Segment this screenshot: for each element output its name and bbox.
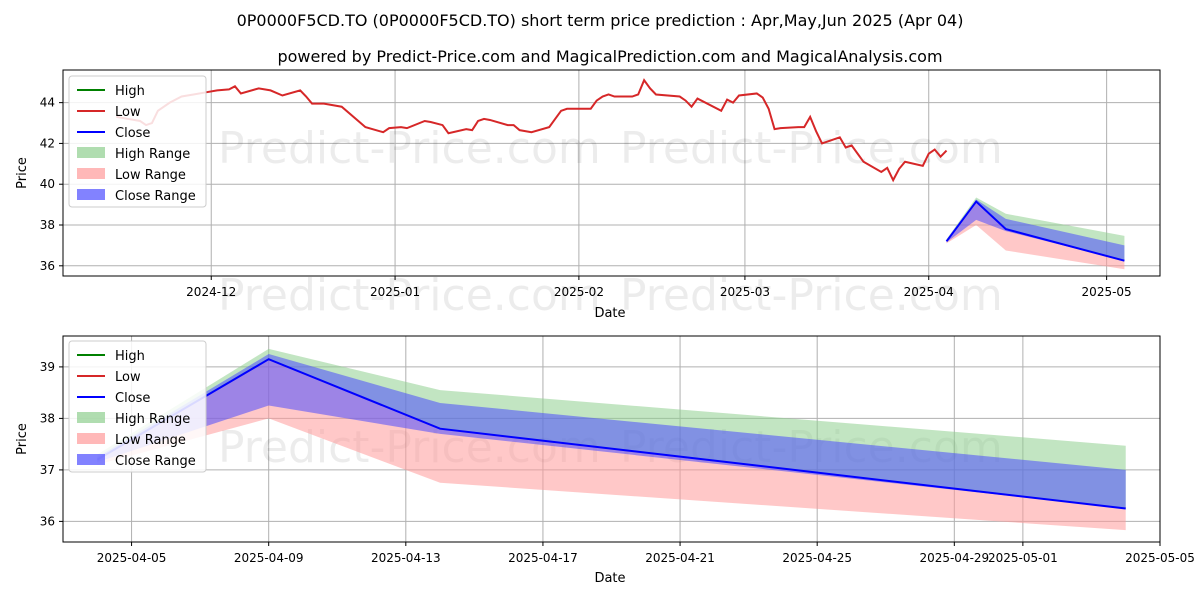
close-range-band <box>97 354 1126 509</box>
legend-close-range-swatch <box>77 454 105 465</box>
x-tick-label: 2025-02 <box>554 285 604 299</box>
overview-plot-frame <box>62 69 1161 277</box>
x-tick-label: 2025-04 <box>904 285 954 299</box>
x-tick-label: 2025-05-01 <box>988 551 1058 565</box>
legend-close-range-label: Close Range <box>115 454 196 469</box>
x-tick-label: 2025-01 <box>370 285 420 299</box>
legend-close-range-swatch <box>77 189 105 200</box>
y-tick-label: 44 <box>40 96 55 110</box>
legend-close-range-label: Close Range <box>115 189 196 204</box>
overview-x-axis-label: Date <box>594 306 625 321</box>
legend-low-range-swatch <box>77 168 105 179</box>
legend-close-label: Close <box>115 391 150 406</box>
y-tick-label: 42 <box>40 136 55 150</box>
legend-high-label: High <box>115 84 145 99</box>
legend-low-label: Low <box>115 105 141 120</box>
legend-close-label: Close <box>115 126 150 141</box>
legend-high-range-swatch <box>77 147 105 158</box>
chart-title: 0P0000F5CD.TO (0P0000F5CD.TO) short term… <box>237 11 964 30</box>
legend-high-range-swatch <box>77 412 105 423</box>
x-tick-label: 2024-12 <box>186 285 236 299</box>
history-low-line <box>116 78 948 183</box>
watermark-text: Predict-Price.com <box>218 123 601 174</box>
forecast-range-bands <box>97 348 1126 531</box>
y-tick-label: 38 <box>40 218 55 232</box>
y-tick-label: 38 <box>40 411 55 425</box>
overview-grid <box>63 70 1160 276</box>
x-tick-label: 2025-04-29 <box>919 551 989 565</box>
legend-low-range-swatch <box>77 433 105 444</box>
overview-lines <box>116 78 1125 262</box>
legend-high-range-label: High Range <box>115 412 190 427</box>
legend-high-label: High <box>115 349 145 364</box>
overview-range-bands <box>946 197 1125 270</box>
watermark-text: Predict-Price.com <box>218 270 601 321</box>
forecast-plot-frame <box>62 335 1161 543</box>
y-tick-label: 36 <box>40 514 55 528</box>
x-tick-label: 2025-04-05 <box>97 551 167 565</box>
x-tick-label: 2025-03 <box>720 285 770 299</box>
legend-low-range-label: Low Range <box>115 168 186 183</box>
y-tick-label: 40 <box>40 177 55 191</box>
x-tick-label: 2025-05 <box>1082 285 1132 299</box>
overview-y-axis-label: Price <box>15 157 30 189</box>
legend-low-range-label: Low Range <box>115 433 186 448</box>
x-tick-label: 2025-04-25 <box>782 551 852 565</box>
y-tick-label: 39 <box>40 360 55 374</box>
x-tick-label: 2025-04-21 <box>645 551 715 565</box>
forecast-y-axis-label: Price <box>15 423 30 455</box>
watermark-text: Predict-Price.com <box>620 123 1003 174</box>
chart-subtitle: powered by Predict-Price.com and Magical… <box>277 47 942 66</box>
overview-watermarks: Predict-Price.com Predict-Price.com Predic… <box>218 123 1003 321</box>
overview-panel: Predict-Price.com Predict-Price.com Predic… <box>15 69 1161 321</box>
y-tick-label: 36 <box>40 259 55 273</box>
x-tick-label: 2025-04-17 <box>508 551 578 565</box>
forecast-legend: High Low Close High Range Low Range Close Ran… <box>68 340 207 473</box>
x-tick-label: 2025-04-09 <box>234 551 304 565</box>
x-tick-label: 2025-04-13 <box>371 551 441 565</box>
x-tick-label: 2025-05-05 <box>1125 551 1195 565</box>
forecast-tick-labels: 2025-04-05 2025-04-09 2025-04-13 2025-04-17… <box>40 360 1195 565</box>
legend-high-range-label: High Range <box>115 147 190 162</box>
y-tick-label: 37 <box>40 463 55 477</box>
legend-low-label: Low <box>115 370 141 385</box>
forecast-x-axis-label: Date <box>594 571 625 586</box>
overview-tick-labels: 2024-12 2025-01 2025-02 2025-03 2025-04 2025-… <box>40 96 1132 299</box>
watermark-text: Predict-Price.com <box>620 270 1003 321</box>
forecast-close-line <box>945 200 1125 262</box>
overview-legend: High Low Close High Range Low Range Close Ran… <box>68 75 207 208</box>
